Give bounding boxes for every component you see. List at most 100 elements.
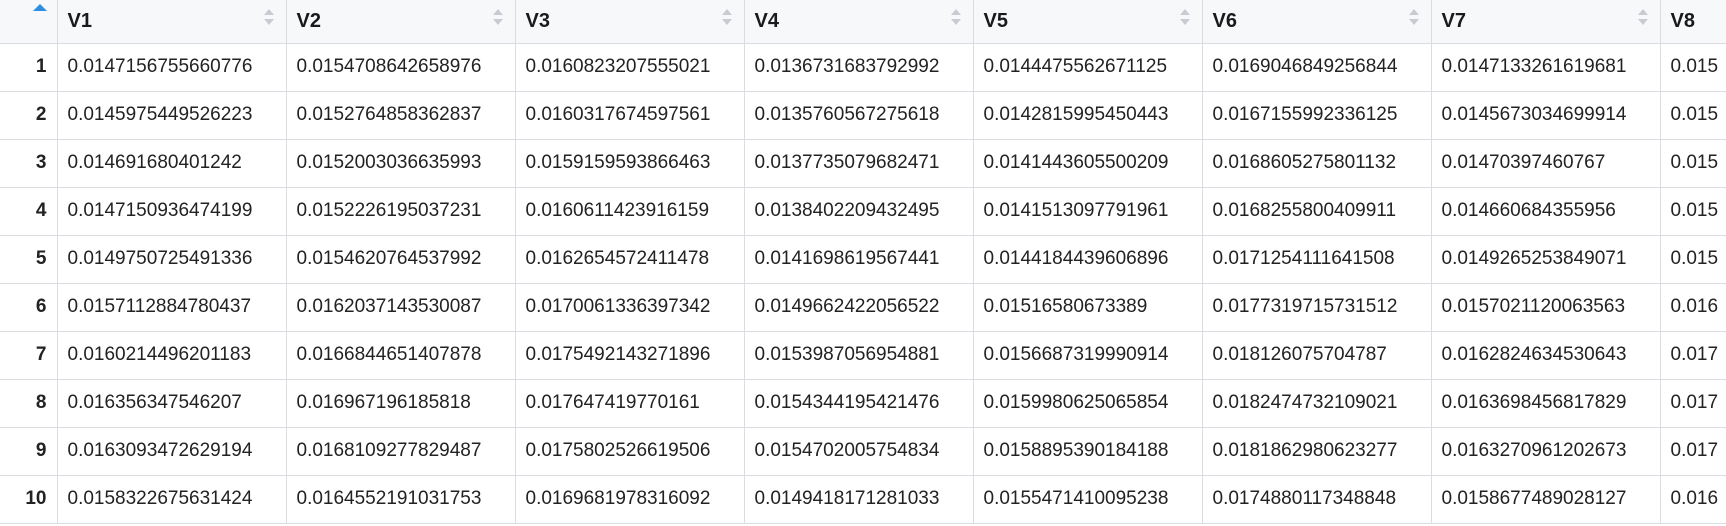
table-cell: 0.0153987056954881 <box>744 331 974 380</box>
table-cell: 0.015 <box>1660 43 1726 92</box>
table-cell: 0.0158895390184188 <box>973 427 1203 476</box>
table-cell: 0.0160611423916159 <box>515 187 745 236</box>
table-cell: 0.0162824634530643 <box>1431 331 1661 380</box>
table-cell: 0.0149265253849071 <box>1431 235 1661 284</box>
table-cell: 0.0155471410095238 <box>973 475 1203 524</box>
column-header-v7[interactable]: V7 <box>1431 0 1661 44</box>
table-cell: 0.0152003036635993 <box>286 139 516 188</box>
column-header-label: V6 <box>1212 9 1237 32</box>
table-row: 9 0.0163093472629194 0.0168109277829487 0.0… <box>0 427 1726 476</box>
row-index: 10 <box>0 475 58 524</box>
table-row: 3 0.014691680401242 0.0152003036635993 0.01… <box>0 139 1726 188</box>
table-cell: 0.0149750725491336 <box>57 235 287 284</box>
column-header-label: V4 <box>754 9 779 32</box>
table-cell: 0.01516580673389 <box>973 283 1203 332</box>
table-cell: 0.0154344195421476 <box>744 379 974 428</box>
table-cell: 0.017 <box>1660 379 1726 428</box>
column-header-label: V1 <box>67 9 92 32</box>
sort-toggle-icon[interactable] <box>263 9 274 29</box>
table-cell: 0.017 <box>1660 427 1726 476</box>
sort-toggle-icon[interactable] <box>1408 9 1419 29</box>
table-cell: 0.0168605275801132 <box>1202 139 1432 188</box>
table-cell: 0.0154702005754834 <box>744 427 974 476</box>
table-cell: 0.0157021120063563 <box>1431 283 1661 332</box>
sort-ascending-icon[interactable] <box>33 4 47 11</box>
column-header-v2[interactable]: V2 <box>286 0 516 44</box>
table-cell: 0.0147156755660776 <box>57 43 287 92</box>
table-body: 1 0.0147156755660776 0.0154708642658976 0.0… <box>0 43 1726 524</box>
table-row: 2 0.0145975449526223 0.0152764858362837 0.0… <box>0 91 1726 140</box>
table-row: 6 0.0157112884780437 0.0162037143530087 0.0… <box>0 283 1726 332</box>
table-cell: 0.0162654572411478 <box>515 235 745 284</box>
table-cell: 0.0174880117348848 <box>1202 475 1432 524</box>
table-cell: 0.0135760567275618 <box>744 91 974 140</box>
table-cell: 0.0160317674597561 <box>515 91 745 140</box>
column-header-label: V2 <box>296 9 321 32</box>
column-header-v6[interactable]: V6 <box>1202 0 1432 44</box>
table-header: V1 V2 V3 V4 V5 V6 V7 V8 <box>0 0 1726 44</box>
table-cell: 0.0163270961202673 <box>1431 427 1661 476</box>
table-cell: 0.0142815995450443 <box>973 91 1203 140</box>
sort-toggle-icon[interactable] <box>1637 9 1648 29</box>
table-cell: 0.015 <box>1660 139 1726 188</box>
row-index: 7 <box>0 331 58 380</box>
table-cell: 0.0158322675631424 <box>57 475 287 524</box>
column-header-label: V8 <box>1670 9 1695 32</box>
row-index: 9 <box>0 427 58 476</box>
table-cell: 0.0157112884780437 <box>57 283 287 332</box>
table-cell: 0.0147133261619681 <box>1431 43 1661 92</box>
table-cell: 0.014691680401242 <box>57 139 287 188</box>
table-cell: 0.0136731683792992 <box>744 43 974 92</box>
sort-toggle-icon[interactable] <box>950 9 961 29</box>
table-cell: 0.016 <box>1660 283 1726 332</box>
table-cell: 0.015 <box>1660 91 1726 140</box>
sort-toggle-icon[interactable] <box>721 9 732 29</box>
column-header-v8[interactable]: V8 <box>1660 0 1726 44</box>
table-cell: 0.0168255800409911 <box>1202 187 1432 236</box>
table-cell: 0.0145673034699914 <box>1431 91 1661 140</box>
row-index: 8 <box>0 379 58 428</box>
table-cell: 0.018126075704787 <box>1202 331 1432 380</box>
table-cell: 0.0141513097791961 <box>973 187 1203 236</box>
table-cell: 0.0152226195037231 <box>286 187 516 236</box>
row-index-header[interactable] <box>0 0 58 44</box>
row-index: 4 <box>0 187 58 236</box>
column-header-label: V5 <box>983 9 1008 32</box>
table-cell: 0.0167155992336125 <box>1202 91 1432 140</box>
table-row: 5 0.0149750725491336 0.0154620764537992 0.0… <box>0 235 1726 284</box>
table-cell: 0.017 <box>1660 331 1726 380</box>
table-cell: 0.0169046849256844 <box>1202 43 1432 92</box>
table-cell: 0.015 <box>1660 187 1726 236</box>
table-cell: 0.0152764858362837 <box>286 91 516 140</box>
column-header-v1[interactable]: V1 <box>57 0 287 44</box>
table-cell: 0.0182474732109021 <box>1202 379 1432 428</box>
column-header-v4[interactable]: V4 <box>744 0 974 44</box>
table-cell: 0.0154708642658976 <box>286 43 516 92</box>
table-cell: 0.0145975449526223 <box>57 91 287 140</box>
table-cell: 0.0168109277829487 <box>286 427 516 476</box>
table-cell: 0.0171254111641508 <box>1202 235 1432 284</box>
table-cell: 0.0175802526619506 <box>515 427 745 476</box>
table-cell: 0.01470397460767 <box>1431 139 1661 188</box>
table-cell: 0.0166844651407878 <box>286 331 516 380</box>
sort-toggle-icon[interactable] <box>1179 9 1190 29</box>
table-cell: 0.0144184439606896 <box>973 235 1203 284</box>
table-cell: 0.017647419770161 <box>515 379 745 428</box>
table-row: 4 0.0147150936474199 0.0152226195037231 0.0… <box>0 187 1726 236</box>
table-cell: 0.0181862980623277 <box>1202 427 1432 476</box>
column-header-v3[interactable]: V3 <box>515 0 745 44</box>
table-row: 8 0.016356347546207 0.016967196185818 0.017… <box>0 379 1726 428</box>
sort-toggle-icon[interactable] <box>492 9 503 29</box>
table-cell: 0.0138402209432495 <box>744 187 974 236</box>
table-cell: 0.0160823207555021 <box>515 43 745 92</box>
table-cell: 0.0159980625065854 <box>973 379 1203 428</box>
table-cell: 0.0160214496201183 <box>57 331 287 380</box>
row-index: 3 <box>0 139 58 188</box>
column-header-v5[interactable]: V5 <box>973 0 1203 44</box>
table-cell: 0.0170061336397342 <box>515 283 745 332</box>
table-cell: 0.0177319715731512 <box>1202 283 1432 332</box>
row-index: 6 <box>0 283 58 332</box>
table-cell: 0.0162037143530087 <box>286 283 516 332</box>
